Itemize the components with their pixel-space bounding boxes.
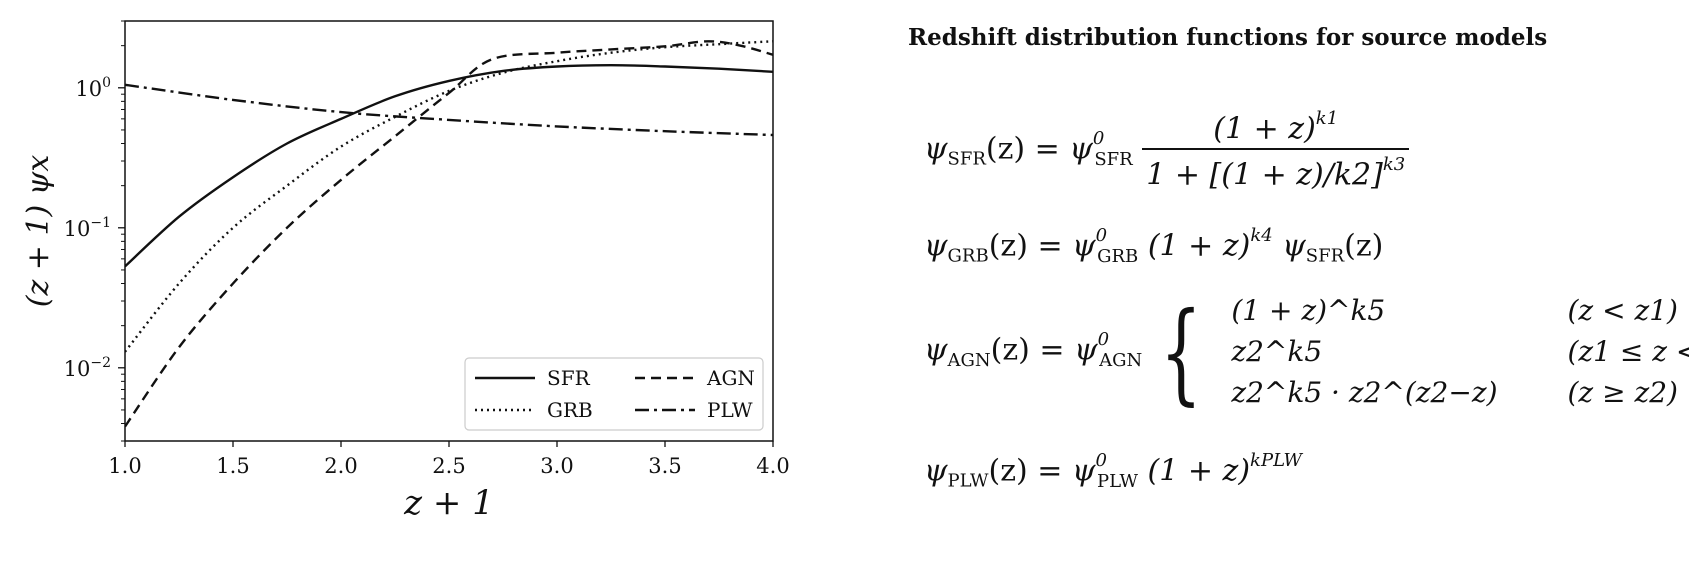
agn-case-cond: (z1 ≤ z < z2) (1567, 335, 1689, 368)
agn-case-row: (1 + z)^k5 (z < z1) (1219, 290, 1689, 331)
cases-brace: { (1159, 287, 1202, 416)
agn-case-cond: (z ≥ z2) (1567, 376, 1678, 409)
eq-sfr-rhs-sub: SFR (1094, 148, 1133, 170)
eq-sfr-lhs-fn: ψ (924, 131, 948, 167)
x-tick-label: 3.0 (540, 454, 573, 478)
eq-sfr-denominator: 1 + [(1 + z)/k2]k3 (1146, 154, 1406, 193)
legend-box (464, 357, 764, 431)
redshift-chart: 1.0 1.5 2.0 2.5 3.0 3.5 4.0 10−2 10−1 100 z + 1 (z … (21, 20, 790, 523)
series-grb-line (125, 40, 773, 353)
series-agn-line (125, 40, 773, 428)
y-tick-label: 100 (75, 75, 111, 101)
eq-sfr-fraction: (1 + z)k1 1 + [(1 + z)/k2]k3 (1142, 108, 1410, 193)
agn-case-cond: (z < z1) (1567, 294, 1678, 327)
eq-agn-cases: (1 + z)^k5 (z < z1) z2^k5 (z1 ≤ z < z2) … (1219, 290, 1689, 413)
agn-case-row: z2^k5 · z2^(z2−z) (z ≥ z2) (1219, 372, 1689, 413)
eq-sfr-lhs-sub: SFR (947, 148, 986, 170)
y-tick-label: 10−2 (64, 355, 111, 381)
agn-case-expr: (1 + z)^k5 (1231, 294, 1386, 327)
x-tick-label: 2.0 (324, 454, 357, 478)
legend-label-sfr: SFR (547, 366, 591, 390)
agn-case-row: z2^k5 (z1 ≤ z < z2) (1219, 331, 1689, 372)
eq-sfr-lhs-arg: (z) = (985, 131, 1070, 167)
equation-grb: ψGRB(z) = ψ0GRB (1 + z)k4 ψSFR(z) (924, 225, 1384, 267)
series-plw-line (125, 83, 773, 137)
x-axis-label: z + 1 (403, 483, 494, 523)
x-tick-label: 3.5 (648, 454, 681, 478)
equation-plw: ψPLW(z) = ψ0PLW (1 + z)kPLW (924, 450, 1302, 492)
eq-sfr-numerator: (1 + z)k1 (1142, 108, 1410, 151)
legend-label-grb: GRB (547, 398, 593, 422)
x-tick-label: 2.5 (432, 454, 465, 478)
x-tick-label: 1.5 (216, 454, 249, 478)
chart-area: 1.0 1.5 2.0 2.5 3.0 3.5 4.0 10−2 10−1 100 z + 1 (z … (21, 20, 790, 523)
equations-panel: Redshift distribution functions for sour… (900, 0, 1689, 577)
series-sfr-line (125, 63, 773, 268)
equation-sfr: ψSFR(z) = ψ0SFR (1 + z)k1 1 + [(1 + z)/k… (924, 108, 1410, 193)
panel-title: Redshift distribution functions for sour… (908, 24, 1548, 51)
eq-sfr-rhs-fn: ψ (1069, 131, 1093, 167)
agn-case-expr: z2^k5 · z2^(z2−z) (1231, 376, 1498, 409)
x-tick-label: 4.0 (756, 454, 789, 478)
legend-label-agn: AGN (706, 366, 755, 390)
agn-case-expr: z2^k5 (1231, 335, 1323, 368)
eq-sfr-rhs-sup: 0 (1092, 128, 1105, 149)
y-axis-label: (z + 1) ψx (21, 155, 56, 308)
legend-label-plw: PLW (707, 398, 753, 422)
x-tick-label: 1.0 (108, 454, 141, 478)
equation-agn: ψAGN(z) = ψ0AGN { (1 + z)^k5 (z < z1) z2… (924, 290, 1689, 413)
y-tick-label: 10−1 (64, 215, 111, 241)
